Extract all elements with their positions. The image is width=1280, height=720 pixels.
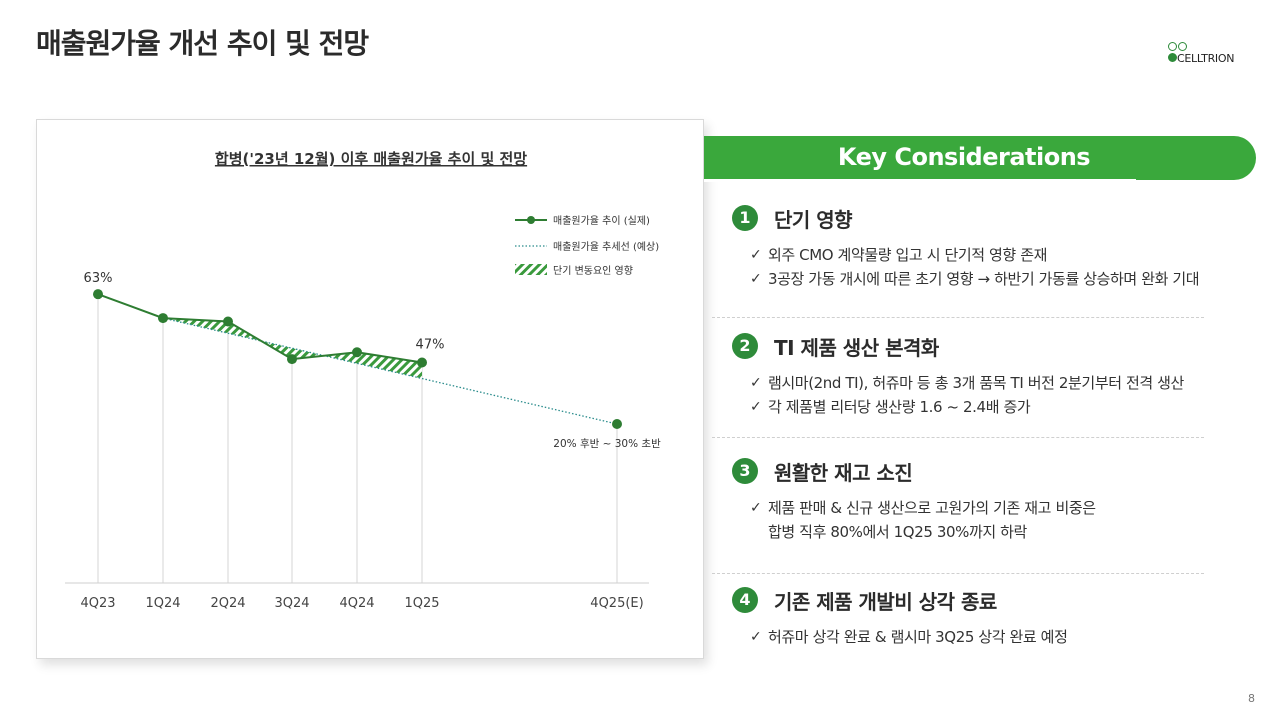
data-point xyxy=(223,316,233,327)
check-icon: ✓ xyxy=(750,271,762,287)
section-divider xyxy=(712,317,1204,318)
bullet-item: ✓ 허쥬마 상각 완료 & 램시마 3Q25 상각 완료 예정 xyxy=(750,625,1212,649)
short-term-impact-area xyxy=(163,318,422,379)
section-3: 3 원활한 재고 소진 ✓ 제품 판매 & 신규 생산으로 고원가의 기존 재고 … xyxy=(732,456,1212,544)
legend-hatch-label: 단기 변동요인 영향 xyxy=(553,265,633,277)
cost-ratio-chart: 합병('23년 12월) 이후 매출원가율 추이 및 전망 63% 47% 20% 후… xyxy=(65,150,661,611)
page-title: 매출원가율 개선 추이 및 전망 xyxy=(36,27,369,60)
x-tick-label: 3Q24 xyxy=(274,596,309,611)
celltrion-logo: CELLTRION xyxy=(1168,40,1258,70)
section-title: TI 제품 생산 본격화 xyxy=(774,336,939,360)
data-label-last-actual: 47% xyxy=(416,338,445,353)
key-considerations-title: Key Considerations xyxy=(837,143,1091,171)
data-point xyxy=(287,354,297,365)
page-number: 8 xyxy=(1248,692,1255,705)
logo-dots-icon xyxy=(1168,42,1190,64)
chart-title: 합병('23년 12월) 이후 매출원가율 추이 및 전망 xyxy=(215,150,527,168)
x-tick-label: 4Q24 xyxy=(339,596,374,611)
section-title: 원활한 재고 소진 xyxy=(774,461,913,485)
section-2: 2 TI 제품 생산 본격화 ✓ 램시마(2nd TI), 허쥬마 등 총 3개 … xyxy=(732,331,1212,419)
x-tick-label: 2Q24 xyxy=(210,596,245,611)
legend-trend-label: 매출원가율 추세선 (예상) xyxy=(553,241,659,253)
legend-actual-label: 매출원가율 추이 (실제) xyxy=(553,215,650,227)
section-number-badge: 3 xyxy=(732,458,758,484)
bullet-item: ✓ 3공장 가동 개시에 따른 초기 영향 → 하반기 가동률 상승하며 완화 기… xyxy=(750,267,1212,291)
data-label-forecast: 20% 후반 ~ 30% 초반 xyxy=(553,438,661,450)
data-point xyxy=(93,289,103,300)
section-divider xyxy=(712,437,1204,438)
key-considerations-banner: Key Considerations xyxy=(704,136,1256,182)
bullet-item: ✓ 램시마(2nd TI), 허쥬마 등 총 3개 품목 TI 버전 2분기부터 … xyxy=(750,371,1212,395)
section-1: 1 단기 영향 ✓ 외주 CMO 계약물량 입고 시 단기적 영향 존재 ✓ 3공장… xyxy=(732,203,1212,291)
section-number-badge: 1 xyxy=(732,205,758,231)
data-point xyxy=(158,313,168,324)
check-icon: ✓ xyxy=(750,629,762,645)
bullet-item: ✓ 외주 CMO 계약물량 입고 시 단기적 영향 존재 xyxy=(750,243,1212,267)
bullet-item: ✓ 제품 판매 & 신규 생산으로 고원가의 기존 재고 비중은 합병 직후 80… xyxy=(750,496,1110,544)
section-number-badge: 4 xyxy=(732,587,758,613)
data-label-first: 63% xyxy=(84,271,113,286)
legend-hatch-swatch xyxy=(515,264,547,275)
data-point xyxy=(352,347,362,358)
logo-wordmark: CELLTRION xyxy=(1177,52,1235,65)
forecast-point xyxy=(612,419,622,429)
check-icon: ✓ xyxy=(750,247,762,263)
section-title: 기존 제품 개발비 상각 종료 xyxy=(774,590,997,614)
section-4: 4 기존 제품 개발비 상각 종료 ✓ 허쥬마 상각 완료 & 램시마 3Q25 … xyxy=(732,585,1212,649)
x-tick-label: 4Q25(E) xyxy=(590,596,643,611)
legend-actual-marker xyxy=(527,216,535,224)
trend-line xyxy=(162,317,618,425)
banner-underline xyxy=(704,179,1136,182)
section-title: 단기 영향 xyxy=(774,208,853,232)
data-point xyxy=(417,357,427,368)
chart-card: 합병('23년 12월) 이후 매출원가율 추이 및 전망 63% 47% 20% 후… xyxy=(36,119,704,659)
check-icon: ✓ xyxy=(750,500,762,516)
x-tick-label: 1Q24 xyxy=(145,596,180,611)
x-tick-label: 4Q23 xyxy=(80,596,115,611)
section-divider xyxy=(712,573,1204,574)
section-number-badge: 2 xyxy=(732,333,758,359)
check-icon: ✓ xyxy=(750,399,762,415)
bullet-item: ✓ 각 제품별 리터당 생산량 1.6 ~ 2.4배 증가 xyxy=(750,395,1212,419)
check-icon: ✓ xyxy=(750,375,762,391)
actual-line xyxy=(97,293,423,364)
x-tick-label: 1Q25 xyxy=(404,596,439,611)
